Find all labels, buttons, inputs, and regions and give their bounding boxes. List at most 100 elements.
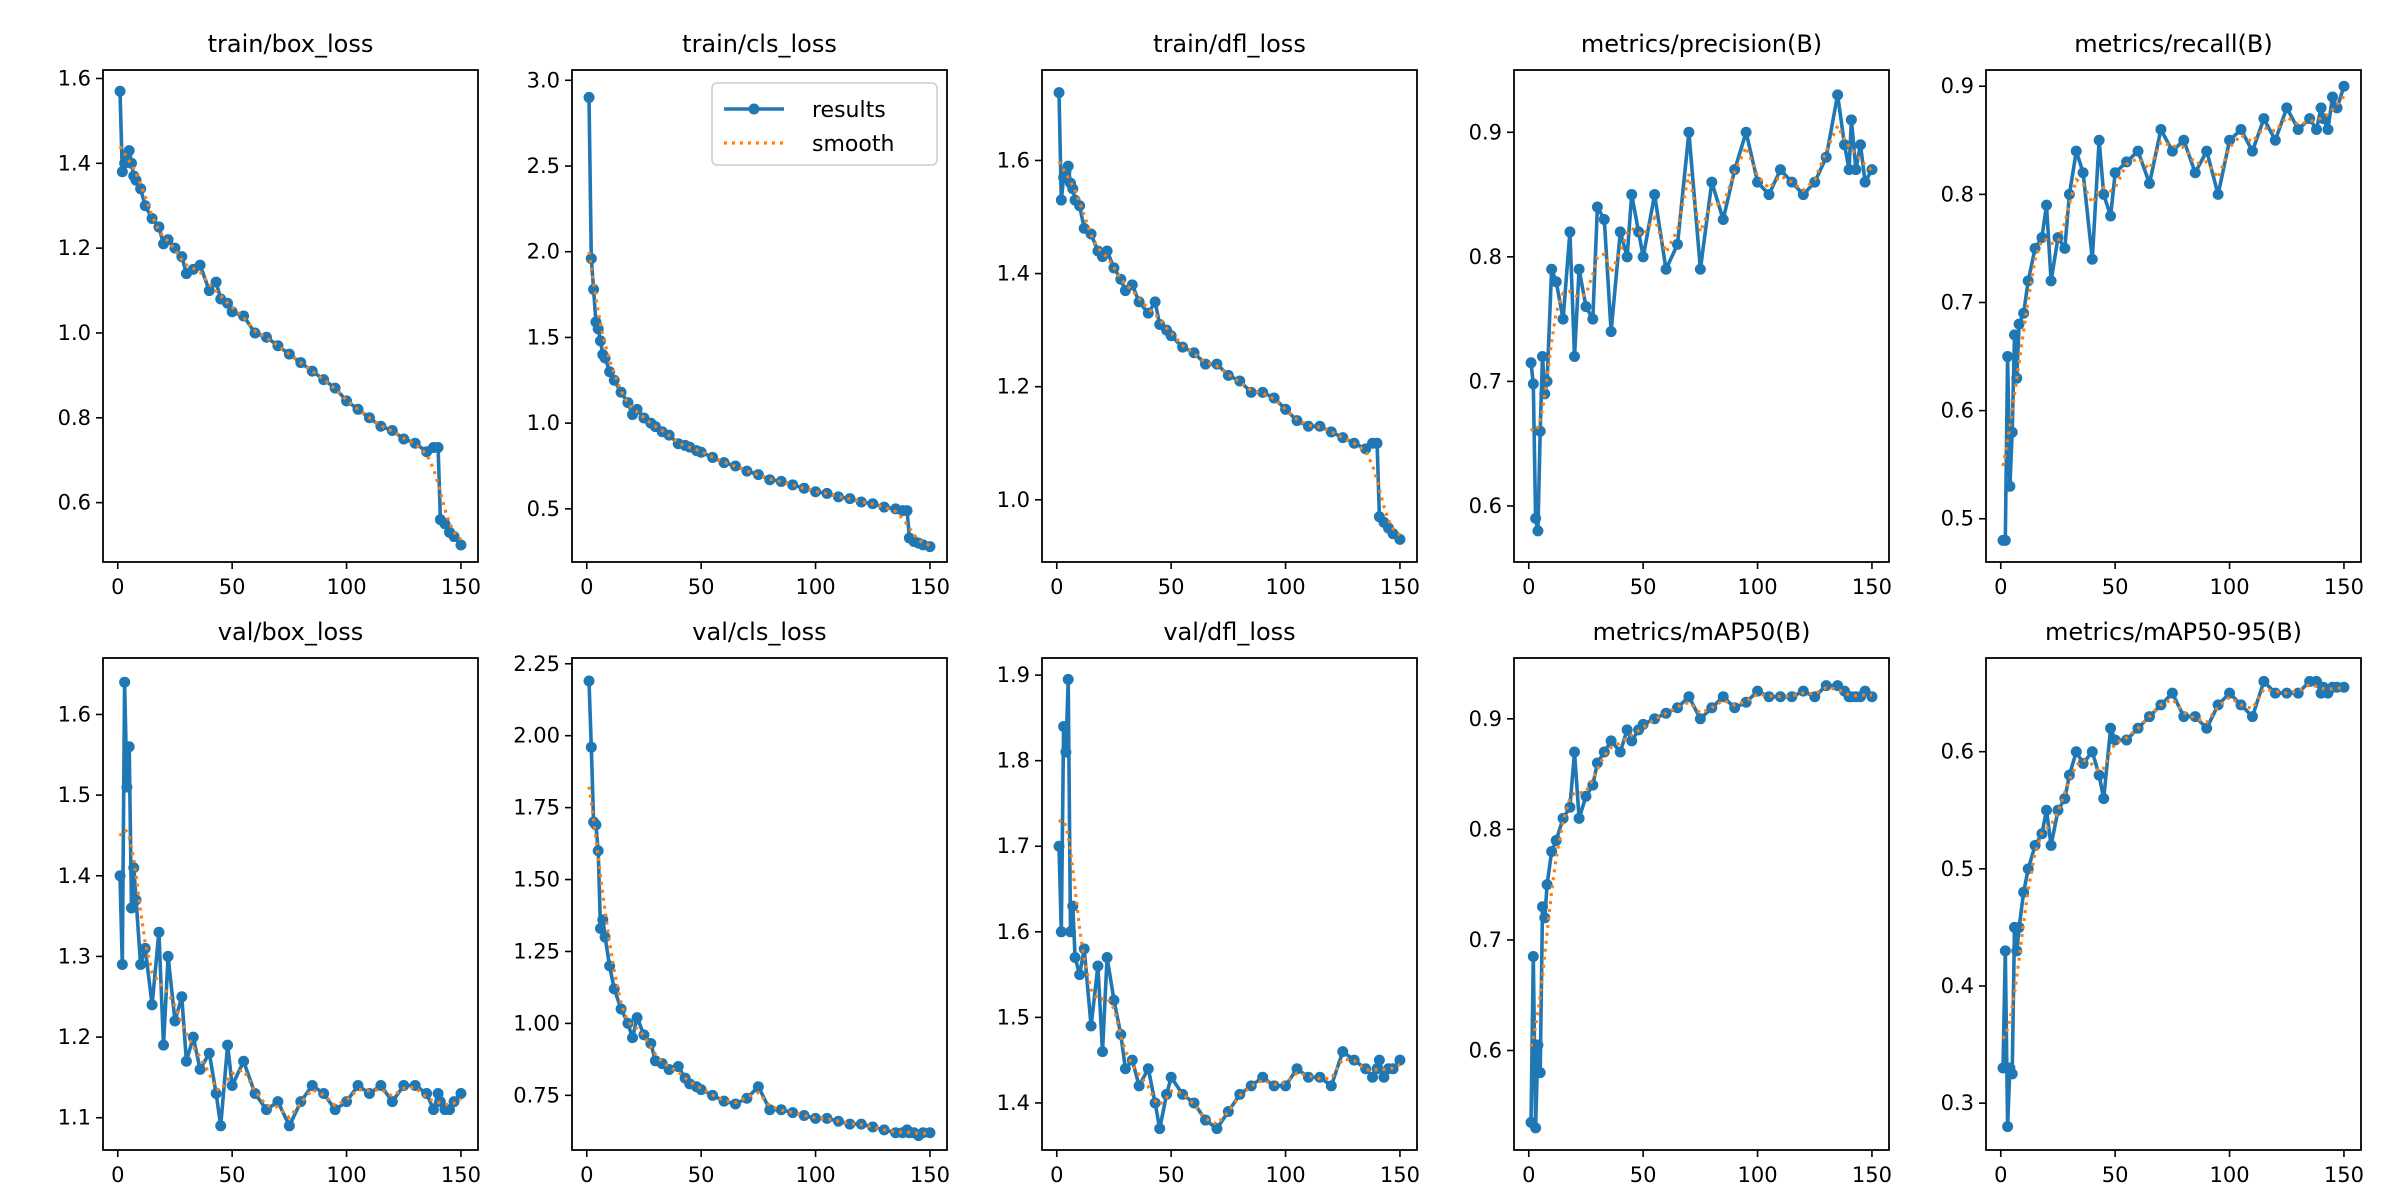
results-point [2258, 113, 2270, 125]
y-tick-label: 0.5 [1941, 857, 1974, 881]
x-tick-label: 150 [2324, 575, 2364, 599]
results-point [1337, 432, 1349, 444]
x-tick-label: 100 [1738, 1163, 1778, 1187]
x-tick-label: 0 [1994, 575, 2007, 599]
results-point [2086, 746, 2098, 758]
results-point [2212, 699, 2224, 711]
y-tick-label: 0.8 [1469, 245, 1502, 269]
results-point [386, 425, 398, 437]
y-tick-label: 0.8 [1941, 182, 1974, 206]
results-point [176, 251, 188, 263]
x-tick-label: 100 [2210, 1163, 2250, 1187]
results-point [139, 200, 151, 212]
results-point [1605, 326, 1617, 338]
y-tick-label: 0.8 [1469, 817, 1502, 841]
y-tick-label: 1.6 [997, 148, 1030, 172]
x-tick-label: 150 [1852, 575, 1892, 599]
results-point [2166, 145, 2178, 157]
results-point [1211, 358, 1223, 370]
results-point [180, 1055, 192, 1067]
results-point [215, 1120, 227, 1132]
results-point [2315, 102, 2327, 114]
results-line [118, 91, 463, 547]
results-point [123, 145, 135, 157]
results-point [439, 518, 451, 530]
x-tick-label: 50 [219, 575, 246, 599]
y-tick-label: 0.75 [513, 1083, 560, 1107]
results-point [810, 1112, 822, 1124]
legend: results smooth [711, 82, 938, 166]
results-point [1539, 388, 1551, 400]
results-point [1683, 691, 1695, 703]
results-point [1598, 746, 1610, 758]
results-point [1546, 845, 1558, 857]
results-point [386, 1096, 398, 1108]
results-point [2121, 156, 2133, 168]
subplot-1: train/cls_loss 0 50 100 150 0.5 1.0 1.5 2.0 2.5 3.… [527, 30, 950, 599]
results-point [1366, 1071, 1378, 1083]
subplot-title: val/cls_loss [692, 618, 826, 646]
results-point [2338, 681, 2350, 693]
results-point [2121, 734, 2133, 746]
results-point [718, 457, 730, 469]
x-tick-label: 100 [327, 575, 367, 599]
results-point [608, 374, 620, 386]
results-point [2002, 1121, 2014, 1133]
results-point [604, 366, 616, 378]
results-point [194, 259, 206, 271]
subplot-title: val/dfl_loss [1163, 618, 1295, 646]
results-point [222, 1039, 234, 1051]
x-tick-label: 50 [1158, 1163, 1185, 1187]
results-point [119, 676, 131, 688]
results-point [627, 1032, 639, 1044]
results-point [798, 482, 810, 494]
results-point [1633, 226, 1645, 238]
results-point [2155, 123, 2167, 135]
results-point [775, 475, 787, 487]
subplot-title: metrics/mAP50-95(B) [2045, 618, 2302, 646]
results-point [176, 991, 188, 1003]
y-tick-label: 1.5 [58, 783, 91, 807]
results-point [1060, 746, 1072, 758]
y-tick-label: 1.0 [997, 488, 1030, 512]
results-point [2013, 921, 2025, 933]
results-point [1569, 746, 1581, 758]
results-point [135, 958, 147, 970]
y-tick-label: 1.9 [997, 663, 1030, 687]
results-point [2002, 351, 2014, 363]
results-point [2178, 134, 2190, 146]
y-tick-label: 1.1 [58, 1106, 91, 1130]
results-point [752, 469, 764, 481]
results-point [2105, 722, 2117, 734]
results-point [2098, 793, 2110, 805]
results-point [2201, 145, 2213, 157]
y-tick-label: 1.4 [58, 864, 91, 888]
results-point [203, 1047, 215, 1059]
results-point [594, 335, 606, 347]
results-point [1717, 691, 1729, 703]
results-point [1797, 685, 1809, 697]
subplot-title: train/cls_loss [682, 30, 837, 58]
x-tick-label: 100 [2210, 575, 2250, 599]
results-point [1564, 226, 1576, 238]
results-point [1161, 1088, 1173, 1100]
results-point [1532, 1039, 1544, 1051]
results-point [1859, 176, 1871, 188]
x-tick-label: 150 [910, 1163, 950, 1187]
results-point [1621, 251, 1633, 263]
smooth-line [587, 251, 931, 547]
results-point [2059, 793, 2071, 805]
results-point [1133, 1080, 1145, 1092]
results-point [1763, 189, 1775, 201]
results-point [1062, 160, 1074, 172]
results-point [1371, 437, 1383, 449]
y-tick-label: 0.6 [1469, 494, 1502, 518]
results-point [1222, 369, 1234, 381]
results-point [2105, 210, 2117, 222]
y-tick-label: 2.5 [527, 154, 560, 178]
results-point [599, 931, 611, 943]
results-point [2077, 167, 2089, 179]
results-point [1108, 994, 1120, 1006]
x-tick-label: 150 [1852, 1163, 1892, 1187]
results-point [1614, 226, 1626, 238]
